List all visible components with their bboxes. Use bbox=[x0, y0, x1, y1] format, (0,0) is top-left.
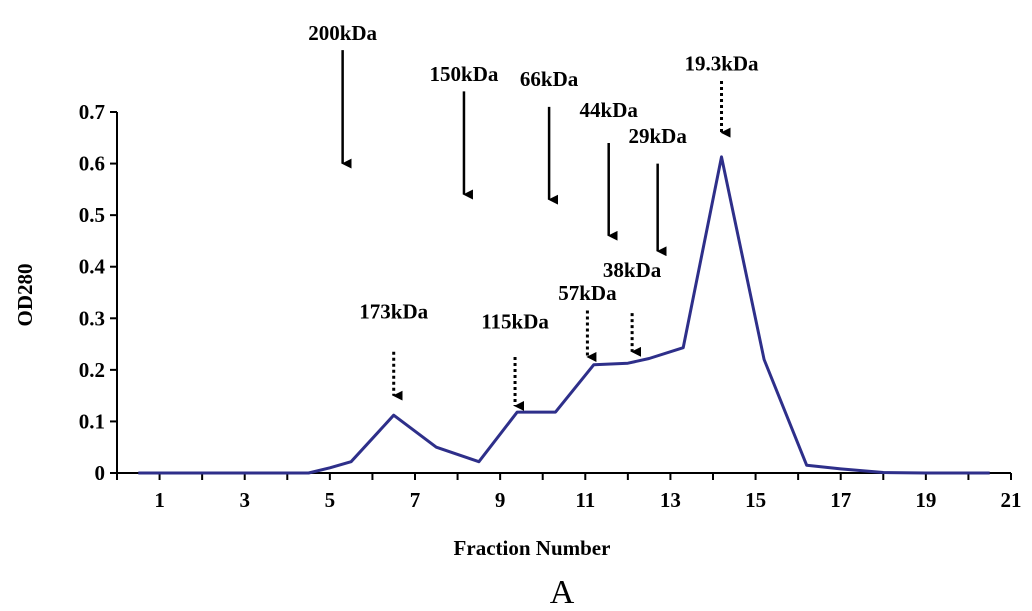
x-tick-label: 15 bbox=[745, 488, 766, 512]
x-tick-label: 17 bbox=[830, 488, 851, 512]
y-axis-title: OD280 bbox=[13, 264, 37, 327]
marker-label: 44kDa bbox=[580, 98, 639, 122]
y-tick-label: 0.6 bbox=[79, 152, 105, 176]
x-tick-label: 3 bbox=[239, 488, 250, 512]
marker-label: 19.3kDa bbox=[684, 52, 759, 76]
marker-label: 173kDa bbox=[359, 299, 428, 323]
y-tick-label: 0.4 bbox=[79, 255, 106, 279]
panel-label: A bbox=[550, 574, 575, 611]
marker-label: 38kDa bbox=[603, 258, 662, 282]
y-tick-label: 0.1 bbox=[79, 409, 105, 433]
series bbox=[138, 155, 990, 475]
x-axis-title: Fraction Number bbox=[454, 536, 611, 560]
y-tick-label: 0.3 bbox=[79, 306, 105, 330]
x-tick-label: 19 bbox=[915, 488, 936, 512]
y-tick-label: 0.7 bbox=[79, 100, 105, 124]
x-tick-label: 5 bbox=[325, 488, 336, 512]
marker-label: 66kDa bbox=[520, 67, 579, 91]
y-tick-label: 0.5 bbox=[79, 203, 105, 227]
marker-label: 150kDa bbox=[430, 62, 499, 86]
x-tick-label: 9 bbox=[495, 488, 506, 512]
y-tick-label: 0 bbox=[95, 461, 106, 485]
y-tick-label: 0.2 bbox=[79, 358, 105, 382]
x-tick-label: 21 bbox=[1001, 488, 1022, 512]
x-tick-label: 13 bbox=[660, 488, 681, 512]
ticks: 00.10.20.30.40.50.60.71 3 5 7 9 11 13 15 17 19 21 bbox=[79, 100, 1022, 512]
x-tick-label: 1 bbox=[154, 488, 165, 512]
marker-label: 115kDa bbox=[481, 310, 549, 334]
od280-series-line bbox=[138, 155, 990, 475]
marker-label: 200kDa bbox=[308, 21, 377, 45]
marker-label: 29kDa bbox=[628, 124, 687, 148]
marker-label: 57kDa bbox=[558, 281, 617, 305]
x-tick-label: 11 bbox=[575, 488, 595, 512]
x-tick-label: 7 bbox=[410, 488, 421, 512]
